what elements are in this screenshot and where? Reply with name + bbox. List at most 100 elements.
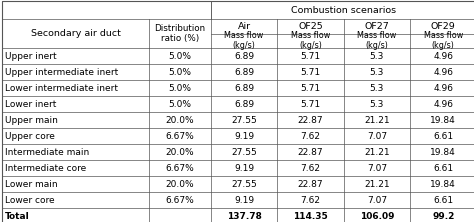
Bar bbox=[410, 208, 474, 222]
Text: 22.87: 22.87 bbox=[298, 180, 323, 188]
Bar bbox=[344, 80, 410, 96]
Bar bbox=[277, 144, 344, 160]
Bar bbox=[277, 208, 344, 222]
Bar bbox=[277, 192, 344, 208]
Bar bbox=[211, 160, 277, 176]
Text: 106.09: 106.09 bbox=[360, 212, 394, 220]
Text: Combustion scenarios: Combustion scenarios bbox=[291, 6, 396, 15]
Text: 21.21: 21.21 bbox=[364, 148, 390, 157]
Text: Distribution
ratio (%): Distribution ratio (%) bbox=[155, 24, 206, 43]
Bar bbox=[344, 208, 410, 222]
Bar bbox=[149, 112, 211, 128]
Bar bbox=[277, 112, 344, 128]
Text: 5.0%: 5.0% bbox=[169, 68, 191, 77]
Text: 4.96: 4.96 bbox=[433, 84, 453, 93]
Bar bbox=[149, 208, 211, 222]
Text: 9.19: 9.19 bbox=[234, 132, 254, 141]
Text: 27.55: 27.55 bbox=[231, 116, 257, 125]
Text: Air: Air bbox=[237, 22, 251, 31]
Text: Lower core: Lower core bbox=[5, 196, 55, 204]
Text: 21.21: 21.21 bbox=[364, 180, 390, 188]
Bar bbox=[344, 19, 410, 34]
Bar bbox=[149, 96, 211, 112]
Bar bbox=[211, 208, 277, 222]
Bar bbox=[277, 48, 344, 64]
Bar bbox=[149, 160, 211, 176]
Text: 19.84: 19.84 bbox=[430, 116, 456, 125]
Text: Mass flow
(kg/s): Mass flow (kg/s) bbox=[225, 32, 264, 50]
Bar bbox=[277, 34, 344, 48]
Text: OF27: OF27 bbox=[365, 22, 389, 31]
Bar bbox=[344, 144, 410, 160]
Text: 7.62: 7.62 bbox=[301, 164, 320, 172]
Bar bbox=[2, 19, 149, 48]
Text: 7.07: 7.07 bbox=[367, 164, 387, 172]
Bar bbox=[410, 128, 474, 144]
Text: Intermediate core: Intermediate core bbox=[5, 164, 86, 172]
Bar bbox=[410, 96, 474, 112]
Text: 5.71: 5.71 bbox=[301, 84, 320, 93]
Text: 20.0%: 20.0% bbox=[166, 116, 194, 125]
Bar bbox=[410, 176, 474, 192]
Text: 4.96: 4.96 bbox=[433, 52, 453, 61]
Text: 6.89: 6.89 bbox=[234, 68, 254, 77]
Text: 5.3: 5.3 bbox=[370, 84, 384, 93]
Bar bbox=[211, 64, 277, 80]
Text: 19.84: 19.84 bbox=[430, 148, 456, 157]
Bar bbox=[410, 112, 474, 128]
Bar bbox=[410, 48, 474, 64]
Text: Intermediate main: Intermediate main bbox=[5, 148, 90, 157]
Bar bbox=[277, 128, 344, 144]
Text: 6.67%: 6.67% bbox=[166, 164, 194, 172]
Text: 19.84: 19.84 bbox=[430, 180, 456, 188]
Bar bbox=[2, 1, 211, 19]
Text: Mass flow
(kg/s): Mass flow (kg/s) bbox=[357, 32, 396, 50]
Bar bbox=[2, 96, 149, 112]
Bar bbox=[410, 34, 474, 48]
Text: 6.61: 6.61 bbox=[433, 132, 453, 141]
Text: 4.96: 4.96 bbox=[433, 100, 453, 109]
Text: 6.89: 6.89 bbox=[234, 100, 254, 109]
Text: 5.71: 5.71 bbox=[301, 100, 320, 109]
Bar bbox=[277, 176, 344, 192]
Bar bbox=[277, 96, 344, 112]
Bar bbox=[277, 80, 344, 96]
Text: 27.55: 27.55 bbox=[231, 180, 257, 188]
Text: 5.71: 5.71 bbox=[301, 68, 320, 77]
Bar bbox=[344, 192, 410, 208]
Bar bbox=[149, 144, 211, 160]
Bar bbox=[211, 176, 277, 192]
Bar bbox=[410, 64, 474, 80]
Text: Upper intermediate inert: Upper intermediate inert bbox=[5, 68, 118, 77]
Bar bbox=[344, 112, 410, 128]
Bar bbox=[344, 160, 410, 176]
Bar bbox=[211, 48, 277, 64]
Bar bbox=[211, 128, 277, 144]
Bar bbox=[410, 144, 474, 160]
Bar bbox=[211, 34, 277, 48]
Text: 6.61: 6.61 bbox=[433, 164, 453, 172]
Text: 7.07: 7.07 bbox=[367, 196, 387, 204]
Text: 7.07: 7.07 bbox=[367, 132, 387, 141]
Bar bbox=[149, 80, 211, 96]
Bar bbox=[149, 192, 211, 208]
Text: 22.87: 22.87 bbox=[298, 148, 323, 157]
Bar bbox=[211, 1, 474, 19]
Bar bbox=[149, 176, 211, 192]
Text: OF25: OF25 bbox=[298, 22, 323, 31]
Bar bbox=[2, 64, 149, 80]
Bar bbox=[277, 19, 344, 34]
Text: Secondary air duct: Secondary air duct bbox=[31, 29, 121, 38]
Bar bbox=[211, 80, 277, 96]
Bar bbox=[2, 144, 149, 160]
Text: 5.0%: 5.0% bbox=[169, 84, 191, 93]
Bar bbox=[211, 192, 277, 208]
Text: 5.3: 5.3 bbox=[370, 100, 384, 109]
Text: 6.67%: 6.67% bbox=[166, 132, 194, 141]
Text: Mass flow
(kg/s): Mass flow (kg/s) bbox=[291, 32, 330, 50]
Text: Lower intermediate inert: Lower intermediate inert bbox=[5, 84, 118, 93]
Bar bbox=[344, 176, 410, 192]
Bar bbox=[344, 64, 410, 80]
Bar bbox=[2, 80, 149, 96]
Bar bbox=[344, 48, 410, 64]
